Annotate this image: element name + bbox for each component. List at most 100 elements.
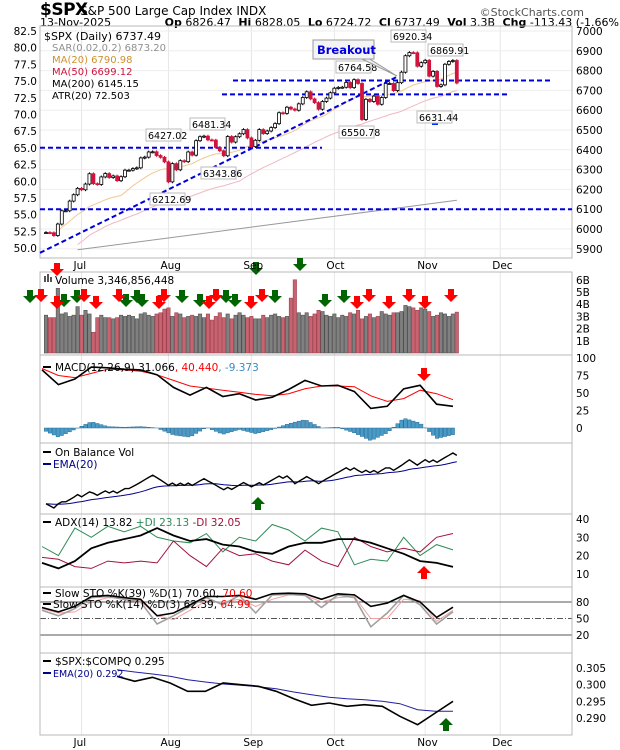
annotation-box (200, 166, 237, 180)
macd-histogram-bar (340, 427, 345, 430)
volume-bar (213, 316, 218, 354)
volume-bar (87, 313, 92, 354)
volume-bar (194, 316, 199, 354)
right-axis-label: 6700 (576, 85, 603, 97)
candle (154, 151, 159, 156)
candle (198, 136, 202, 142)
macd-histogram-bar (123, 427, 127, 429)
legend-ma50: MA(50) 6699.12 (52, 67, 133, 78)
index-name: S&P 500 Large Cap Index (80, 4, 233, 18)
volume-bar (324, 314, 329, 354)
volume-bar (265, 317, 270, 354)
minus-di-value: -DI 32.05 (193, 517, 241, 529)
macd-histogram-bar (48, 427, 52, 434)
volume-bar (166, 307, 171, 354)
right-axis-label: 6000 (576, 224, 603, 236)
volume-bar (43, 314, 48, 354)
sto39-k-line (41, 592, 454, 619)
left-axis-label: 52.5 (14, 226, 37, 238)
macd-histogram-bar (312, 424, 317, 429)
macd-histogram-bar (130, 426, 135, 429)
volume-icon-bar (50, 277, 52, 282)
candle (158, 155, 163, 158)
macd-histogram-bar (360, 427, 364, 437)
macd-histogram-bar (439, 427, 443, 438)
candle (446, 61, 451, 65)
volume-bar (269, 314, 274, 354)
green-signal-arrow-icon (251, 497, 265, 510)
candle (435, 70, 439, 87)
adx-line (41, 527, 454, 570)
left-axis-label: 70.0 (14, 110, 37, 122)
obv-line (45, 452, 458, 509)
volume-bar (359, 318, 364, 354)
volume-bar (170, 316, 175, 354)
red-signal-arrow-icon (50, 296, 64, 309)
candle (450, 60, 455, 62)
green-signal-arrow-icon (318, 294, 332, 307)
candle (55, 223, 60, 236)
macd-histogram-bar (415, 422, 420, 429)
macd-signal-value: , 40.440 (175, 362, 218, 374)
macd-histogram-bar (379, 427, 384, 436)
macd-axis-label: 75 (576, 371, 589, 383)
sto-axis-label: 80 (576, 597, 589, 609)
volume-bar (454, 311, 459, 354)
macd-histogram-bar (296, 420, 301, 429)
red-signal-arrow-icon (152, 296, 166, 309)
volume-bar (221, 317, 226, 354)
candle (300, 97, 305, 105)
green-signal-arrow-icon (219, 290, 233, 303)
volume-bar (71, 314, 76, 354)
volume-bar (146, 314, 151, 354)
month-label-Aug: Aug (160, 737, 181, 749)
red-signal-arrow-icon (244, 296, 258, 309)
volume-bar (178, 313, 183, 354)
macd-axis-label: 50 (576, 388, 589, 400)
volume-bar (142, 312, 147, 354)
macd-histogram-bar (427, 427, 432, 432)
plus-di-value: +DI 23.13 (136, 517, 189, 529)
candle (178, 160, 183, 171)
candle (399, 71, 404, 84)
volume-bar (107, 317, 112, 354)
volume-bar (115, 317, 120, 354)
right-axis-label: 6300 (576, 165, 603, 177)
volume-bar (375, 316, 380, 354)
sto-axis-label: 50 (576, 614, 589, 626)
legend-obv-ema: EMA(20) (53, 459, 97, 471)
candle (221, 150, 226, 157)
volume-bar (438, 312, 443, 354)
candle (103, 173, 108, 178)
macd-signal-line (41, 368, 454, 402)
candle (91, 173, 96, 185)
volume-bar (225, 313, 230, 354)
left-axis-label: 50.0 (14, 243, 37, 255)
watermark: ©StockCharts.com (479, 6, 584, 19)
volume-bar (103, 317, 108, 354)
left-axis-label: 75.0 (14, 76, 37, 88)
volume-bar (59, 313, 64, 354)
green-signal-arrow-icon (268, 290, 282, 303)
month-label-Oct: Oct (326, 737, 344, 749)
macd-histogram-bar (356, 427, 361, 435)
candle (213, 139, 218, 148)
macd-histogram-bar (119, 426, 123, 429)
green-signal-arrow-icon (57, 294, 71, 307)
candle (119, 176, 123, 182)
candle (288, 106, 293, 110)
volume-bar (130, 316, 135, 354)
annotation-box (189, 117, 226, 131)
month-label-Dec: Dec (492, 737, 513, 749)
candle (123, 169, 127, 178)
volume-bar (423, 308, 428, 354)
candle (190, 151, 195, 156)
volume-bar (154, 313, 159, 354)
candle (379, 97, 384, 105)
adx-value: ADX(14) 13.82 (55, 517, 132, 529)
candle (423, 59, 428, 64)
legend-obv: On Balance Vol (55, 447, 134, 459)
macd-histogram-bar (281, 425, 285, 429)
candle (48, 232, 52, 234)
macd-histogram-bar (435, 427, 440, 439)
